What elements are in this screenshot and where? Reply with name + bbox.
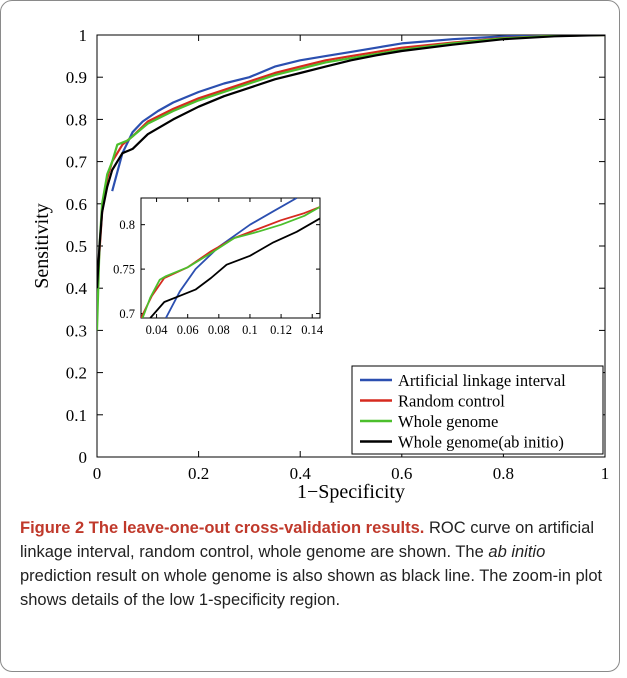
- main-y-tick-label: 0.8: [66, 110, 87, 129]
- main-x-tick-label: 0.4: [290, 464, 312, 483]
- y-axis-label: Sensitivity: [31, 203, 53, 289]
- main-series-line-2: [97, 35, 605, 331]
- main-y-tick-label: 0.7: [66, 153, 88, 172]
- main-y-tick-label: 0.5: [66, 237, 87, 256]
- inset-series-line-3: [149, 217, 320, 318]
- caption-text-after: prediction result on whole genome is als…: [20, 567, 603, 609]
- inset-x-tick-label: 0.06: [177, 323, 199, 337]
- figure-caption: Figure 2 The leave-one-out cross-validat…: [20, 516, 610, 612]
- main-series-line-3: [97, 35, 605, 289]
- inset-x-tick-label: 0.12: [270, 323, 292, 337]
- legend-entry-1: Random control: [398, 392, 505, 411]
- main-series-line-1: [97, 35, 605, 289]
- caption-title: The leave-one-out cross-validation resul…: [88, 519, 425, 537]
- inset-x-tick-label: 0.04: [146, 323, 169, 337]
- main-x-tick-label: 1: [601, 464, 610, 483]
- main-x-tick-label: 0.2: [188, 464, 209, 483]
- main-y-tick-label: 1: [79, 26, 88, 45]
- main-y-tick-label: 0: [79, 448, 88, 467]
- main-y-tick-label: 0.9: [66, 68, 87, 87]
- legend-entry-3: Whole genome(ab initio): [398, 433, 564, 452]
- inset-x-tick-label: 0.1: [242, 323, 258, 337]
- caption-italic: ab initio: [488, 543, 546, 561]
- main-series-line-0: [111, 35, 605, 192]
- inset-x-tick-label: 0.08: [208, 323, 230, 337]
- main-x-tick-label: 0: [93, 464, 102, 483]
- roc-chart: 0 0.2 0.4 0.6 0.8 1 0 0.1 0.2 0.3 0.4 0.5 0.6 0.7 0.8 0…: [31, 26, 610, 503]
- inset-y-tick-label: 0.75: [113, 262, 135, 276]
- main-y-tick-label: 0.6: [66, 195, 87, 214]
- legend-entry-2: Whole genome: [398, 412, 498, 431]
- main-x-tick-label: 0.6: [391, 464, 412, 483]
- inset-x-tick-label: 0.14: [301, 323, 324, 337]
- main-y-tick-label: 0.3: [66, 321, 87, 340]
- inset-y-tick-label: 0.7: [119, 307, 135, 321]
- x-axis-label: 1−Specificity: [297, 481, 405, 503]
- inset-y-tick-label: 0.8: [119, 218, 135, 232]
- main-y-tick-label: 0.2: [66, 364, 87, 383]
- main-x-tick-label: 0.8: [493, 464, 514, 483]
- main-y-tick-label: 0.1: [66, 406, 87, 425]
- inset-series-line-2: [141, 206, 320, 318]
- legend-box: [351, 365, 604, 455]
- caption-text-before: ROC curve on artificial linkage interval…: [20, 519, 595, 561]
- legend-entry-0: Artificial linkage interval: [398, 371, 566, 390]
- main-y-tick-label: 0.4: [66, 279, 88, 298]
- caption-label: Figure 2: [20, 519, 85, 537]
